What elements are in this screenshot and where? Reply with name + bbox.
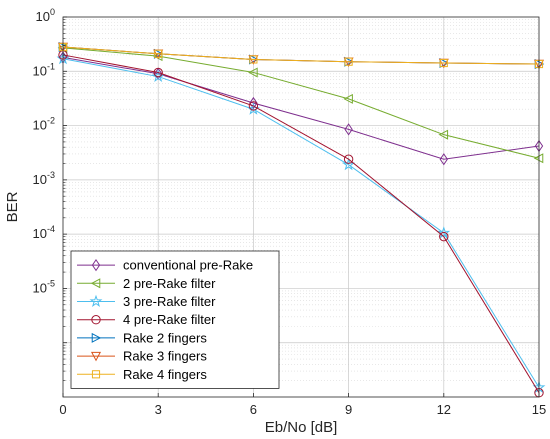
- legend-label: 2 pre-Rake filter: [123, 276, 216, 291]
- x-tick-label: 9: [345, 402, 352, 417]
- x-axis-title: Eb/No [dB]: [265, 419, 338, 436]
- legend-item: 2 pre-Rake filter: [77, 276, 216, 291]
- data-point: [249, 96, 258, 110]
- legend-marker: [89, 294, 103, 307]
- data-point: [439, 153, 448, 166]
- y-tick-label: 10-5: [33, 278, 55, 295]
- y-tick-label: 100: [36, 7, 55, 24]
- legend-label: 3 pre-Rake filter: [123, 294, 216, 309]
- legend-label: conventional pre-Rake: [123, 258, 253, 273]
- legend-label: Rake 2 fingers: [123, 330, 207, 345]
- data-point: [437, 226, 451, 239]
- legend-marker: [91, 332, 102, 343]
- series-line: [62, 47, 540, 159]
- series-line: [62, 46, 540, 65]
- legend-item: Rake 4 fingers: [77, 367, 207, 382]
- series-1: [58, 51, 544, 166]
- y-tick-label: 10-3: [33, 170, 55, 187]
- legend-label: 4 pre-Rake filter: [123, 312, 216, 327]
- plot-frame: [62, 16, 540, 398]
- x-tick-label: 15: [532, 402, 546, 417]
- x-axis: 0 3 6 9 12 15: [59, 393, 546, 417]
- minor-grid: [63, 19, 539, 381]
- data-point: [248, 101, 259, 111]
- y-axis-title: BER: [4, 191, 21, 222]
- series-line: [62, 54, 540, 393]
- data-point: [153, 67, 163, 78]
- legend-item: conventional pre-Rake: [77, 258, 253, 273]
- series-layer: [56, 41, 546, 398]
- legend-marker: [90, 278, 101, 289]
- series-4: [58, 50, 544, 398]
- legend-marker: [91, 370, 101, 379]
- x-tick-label: 0: [59, 402, 66, 417]
- x-tick-label: 12: [437, 402, 451, 417]
- data-point: [344, 123, 353, 136]
- y-tick-label: 10-1: [33, 61, 55, 78]
- legend-label: Rake 4 fingers: [123, 367, 207, 382]
- data-point: [154, 49, 163, 58]
- data-point: [343, 154, 354, 164]
- y-tick-label: 10-2: [33, 116, 55, 133]
- data-point: [248, 67, 258, 78]
- data-point: [249, 55, 258, 64]
- legend-item: Rake 2 fingers: [77, 330, 207, 345]
- data-point: [439, 231, 449, 242]
- data-point: [439, 58, 448, 68]
- legend-label: Rake 3 fingers: [123, 349, 207, 364]
- y-tick-label: 10-4: [33, 224, 55, 241]
- data-point: [438, 129, 449, 140]
- x-tick-label: 6: [250, 402, 257, 417]
- series-line: [62, 58, 540, 388]
- major-grid: [63, 17, 539, 397]
- legend-item: Rake 3 fingers: [77, 349, 207, 364]
- data-point: [342, 157, 356, 171]
- legend-item: 3 pre-Rake filter: [77, 294, 216, 309]
- x-tick-label: 3: [155, 402, 162, 417]
- legend-marker: [91, 315, 101, 325]
- legend: conventional pre-Rake 2 pre-Rake filter 3 …: [70, 250, 280, 389]
- series-line: [62, 56, 540, 160]
- y-axis: 100 10-1 10-2 10-3 10-4 10-5: [33, 7, 67, 381]
- legend-marker: [91, 258, 101, 272]
- data-point: [343, 93, 353, 104]
- legend-marker: [90, 351, 102, 362]
- legend-item: 4 pre-Rake filter: [77, 312, 216, 327]
- data-point: [344, 57, 353, 66]
